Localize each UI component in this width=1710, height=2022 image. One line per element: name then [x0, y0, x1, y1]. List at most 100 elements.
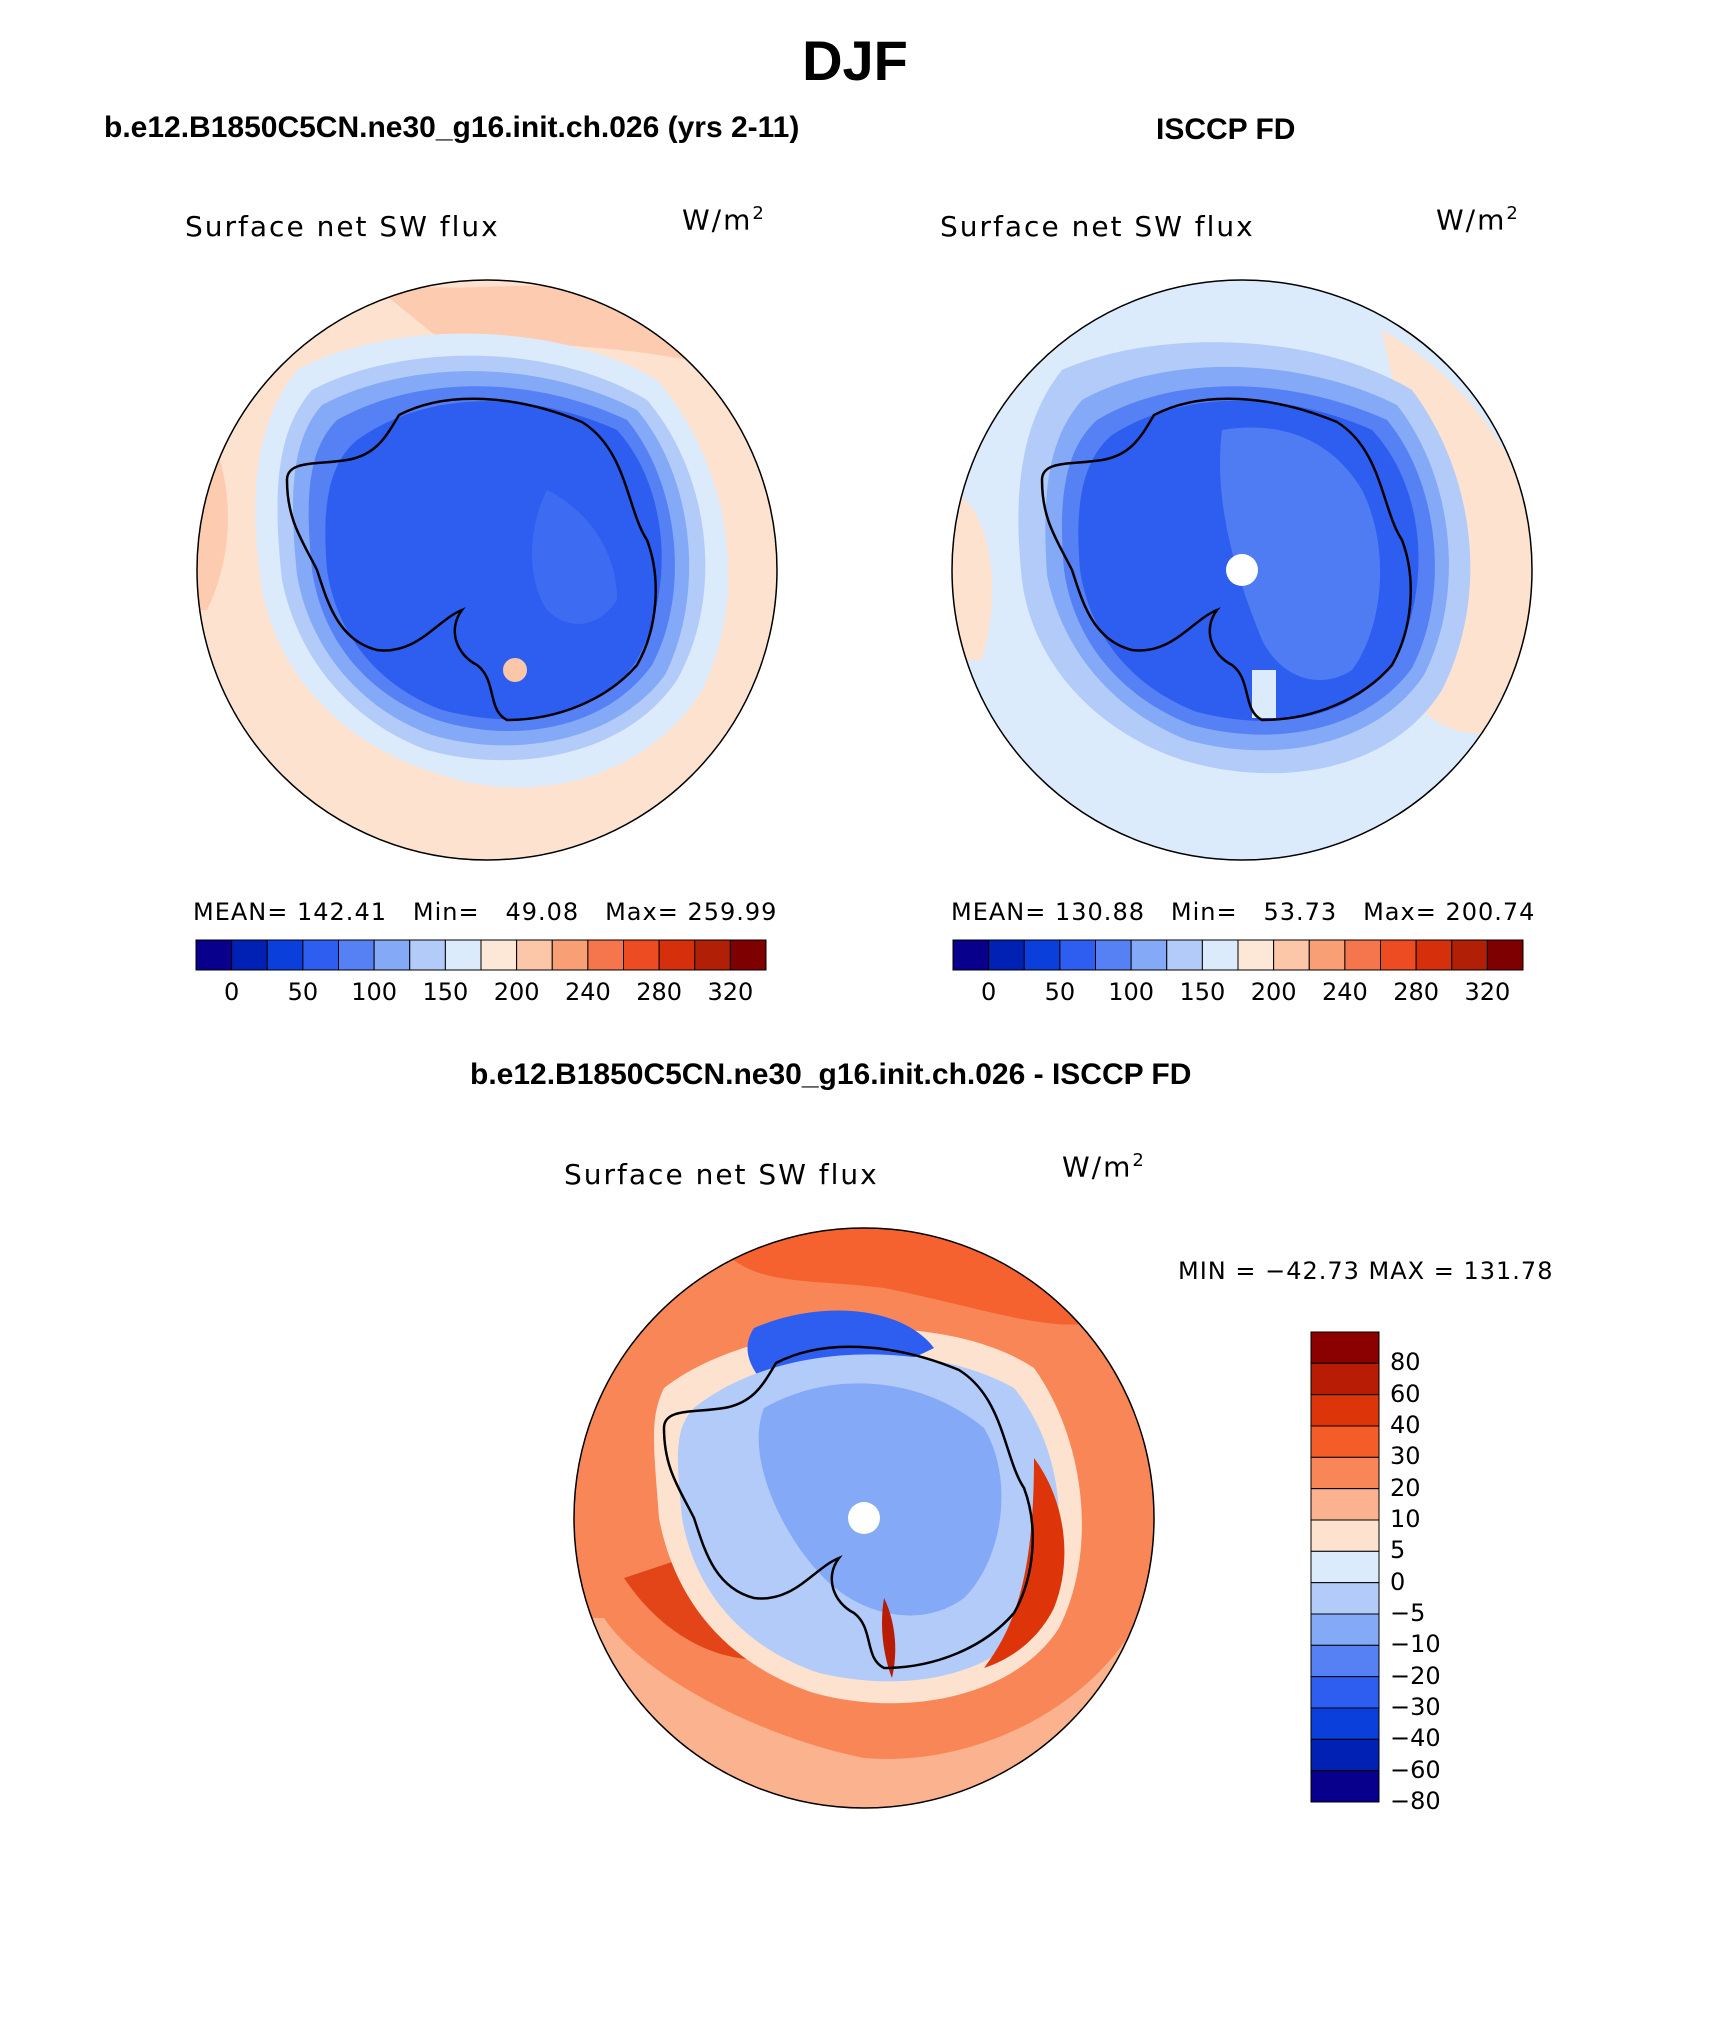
diff-colorbar-cell: [1310, 1362, 1380, 1396]
map-model: [196, 279, 778, 861]
panel1-colorbar-tick-label: 100: [351, 978, 398, 1006]
panel2-colorbar-cell: [1095, 939, 1132, 971]
diff-colorbar-tick-label: 10: [1390, 1505, 1421, 1533]
diff-colorbar-cell: [1310, 1550, 1380, 1584]
diff-colorbar-tick-label: 60: [1390, 1379, 1421, 1408]
panel1-colorbar-tick-label: 0: [223, 978, 240, 1006]
panel1-colorbar-cell: [373, 939, 411, 971]
diff-colorbar-tick-label: 80: [1390, 1348, 1421, 1377]
panel1-colorbar-cell: [623, 939, 660, 971]
panel1-colorbar-ticks: 0 50 100 150 200 240 280 320: [196, 978, 766, 1008]
panel2-colorbar-tick-label: 150: [1179, 978, 1226, 1006]
panel1-colorbar-cell: [444, 939, 482, 971]
panel2-colorbar-tick-label: 100: [1108, 978, 1155, 1006]
diff-colorbar-ticks: 80 60 40 30 20 10 5 0 −5 −10 −20 −30 −40 −60 −80: [1390, 1332, 1470, 1815]
diff-colorbar-tick-label: −5: [1390, 1599, 1426, 1627]
diff-colorbar-tick-label: −10: [1390, 1630, 1441, 1659]
diff-colorbar-tick-label: −60: [1390, 1755, 1441, 1784]
panel2-case-title: ISCCP FD: [1156, 113, 1296, 146]
diff-colorbar: [1310, 1331, 1380, 1803]
diff-colorbar-tick-label: 30: [1390, 1442, 1421, 1471]
diff-units: W/m2: [1062, 1150, 1146, 1184]
panel2-colorbar-cell: [1451, 939, 1488, 971]
panel1-variable-label: Surface net SW flux: [185, 210, 500, 243]
panel1-colorbar-tick-label: 150: [422, 978, 469, 1006]
diff-colorbar-tick-label: −40: [1390, 1724, 1441, 1753]
panel2-colorbar-cell: [1273, 939, 1310, 971]
panel1-colorbar-cell: [480, 939, 518, 971]
diff-colorbar-tick-label: 20: [1390, 1473, 1421, 1502]
diff-variable-label: Surface net SW flux: [564, 1158, 879, 1191]
panel2-colorbar-cell: [1166, 939, 1203, 971]
panel2-variable-label: Surface net SW flux: [940, 210, 1255, 243]
panel2-colorbar-cell: [988, 939, 1025, 971]
diff-colorbar-cell: [1310, 1488, 1380, 1521]
panel2-units: W/m2: [1436, 203, 1520, 237]
panel1-colorbar-cell: [658, 939, 696, 971]
panel2-colorbar-tick-label: 200: [1250, 978, 1297, 1006]
panel1-colorbar-cell: [694, 939, 731, 971]
panel1-colorbar-cell: [266, 939, 304, 971]
diff-colorbar-cell: [1310, 1770, 1380, 1803]
diff-colorbar-tick-label: 5: [1390, 1536, 1406, 1565]
panel1-colorbar-cell: [338, 939, 375, 971]
panel2-colorbar-ticks: 0 50 100 150 200 240 280 320: [953, 978, 1523, 1008]
diff-colorbar-tick-label: −80: [1390, 1787, 1441, 1815]
panel2-colorbar-cell: [952, 939, 990, 971]
panel2-colorbar-cell: [1380, 939, 1417, 971]
diff-colorbar-cell: [1310, 1456, 1380, 1490]
diff-colorbar-cell: [1310, 1425, 1380, 1458]
diff-colorbar-cell: [1310, 1613, 1380, 1646]
panel1-stats: MEAN= 142.41 Min= 49.08 Max= 259.99: [193, 898, 778, 926]
diff-colorbar-cell: [1310, 1707, 1380, 1740]
panel2-colorbar-cell: [1486, 939, 1524, 971]
panel1-colorbar-tick-label: 200: [493, 978, 540, 1006]
diff-colorbar-tick-label: −30: [1390, 1693, 1441, 1721]
panel2-colorbar-cell: [1023, 939, 1061, 971]
map-difference: [573, 1227, 1155, 1809]
diff-colorbar-tick-label: −20: [1390, 1661, 1441, 1690]
diff-colorbar-cell: [1310, 1738, 1380, 1772]
panel2-colorbar-tick-label: 240: [1321, 978, 1368, 1006]
panel2-colorbar-cell: [1059, 939, 1097, 971]
panel1-colorbar-cell: [551, 939, 589, 971]
panel1-colorbar-tick-label: 50: [287, 978, 319, 1006]
panel2-colorbar-tick-label: 0: [980, 978, 997, 1006]
panel1-colorbar: [195, 939, 767, 971]
panel1-colorbar-cell: [195, 939, 233, 971]
panel1-colorbar-cell: [729, 939, 767, 971]
panel1-units: W/m2: [682, 203, 766, 237]
panel1-colorbar-tick-label: 280: [636, 978, 683, 1006]
panel2-colorbar-cell: [1201, 939, 1239, 971]
panel2-colorbar-cell: [1344, 939, 1382, 971]
diff-colorbar-tick-label: 0: [1390, 1567, 1406, 1596]
panel1-colorbar-cell: [409, 939, 446, 971]
panel2-colorbar: [952, 939, 1524, 971]
diff-colorbar-cell: [1310, 1644, 1380, 1678]
panel1-colorbar-cell: [302, 939, 340, 971]
panel1-colorbar-cell: [587, 939, 625, 971]
panel2-colorbar-cell: [1237, 939, 1275, 971]
panel2-colorbar-cell: [1415, 939, 1453, 971]
panel1-colorbar-tick-label: 320: [707, 978, 754, 1006]
panel2-colorbar-cell: [1308, 939, 1346, 971]
panel2-colorbar-cell: [1130, 939, 1168, 971]
diff-colorbar-cell: [1310, 1394, 1380, 1427]
panel2-colorbar-tick-label: 280: [1393, 978, 1440, 1006]
diff-case-title: b.e12.B1850C5CN.ne30_g16.init.ch.026 - I…: [470, 1058, 1192, 1091]
diff-colorbar-cell: [1310, 1582, 1380, 1615]
panel2-stats: MEAN= 130.88 Min= 53.73 Max= 200.74: [951, 898, 1536, 926]
panel2-colorbar-tick-label: 50: [1044, 978, 1076, 1006]
panel1-case-title: b.e12.B1850C5CN.ne30_g16.init.ch.026 (yr…: [104, 111, 800, 144]
diff-minmax: MIN = −42.73 MAX = 131.78: [1178, 1257, 1554, 1285]
diff-colorbar-cell: [1310, 1676, 1380, 1709]
panel1-colorbar-cell: [516, 939, 553, 971]
panel2-colorbar-tick-label: 320: [1464, 978, 1511, 1006]
diff-colorbar-cell: [1310, 1331, 1380, 1364]
main-title: DJF: [802, 29, 908, 92]
panel1-colorbar-cell: [231, 939, 268, 971]
diff-colorbar-tick-label: 40: [1390, 1411, 1421, 1439]
panel1-colorbar-tick-label: 240: [564, 978, 611, 1006]
diff-colorbar-cell: [1310, 1519, 1380, 1552]
map-observations: [951, 279, 1533, 861]
